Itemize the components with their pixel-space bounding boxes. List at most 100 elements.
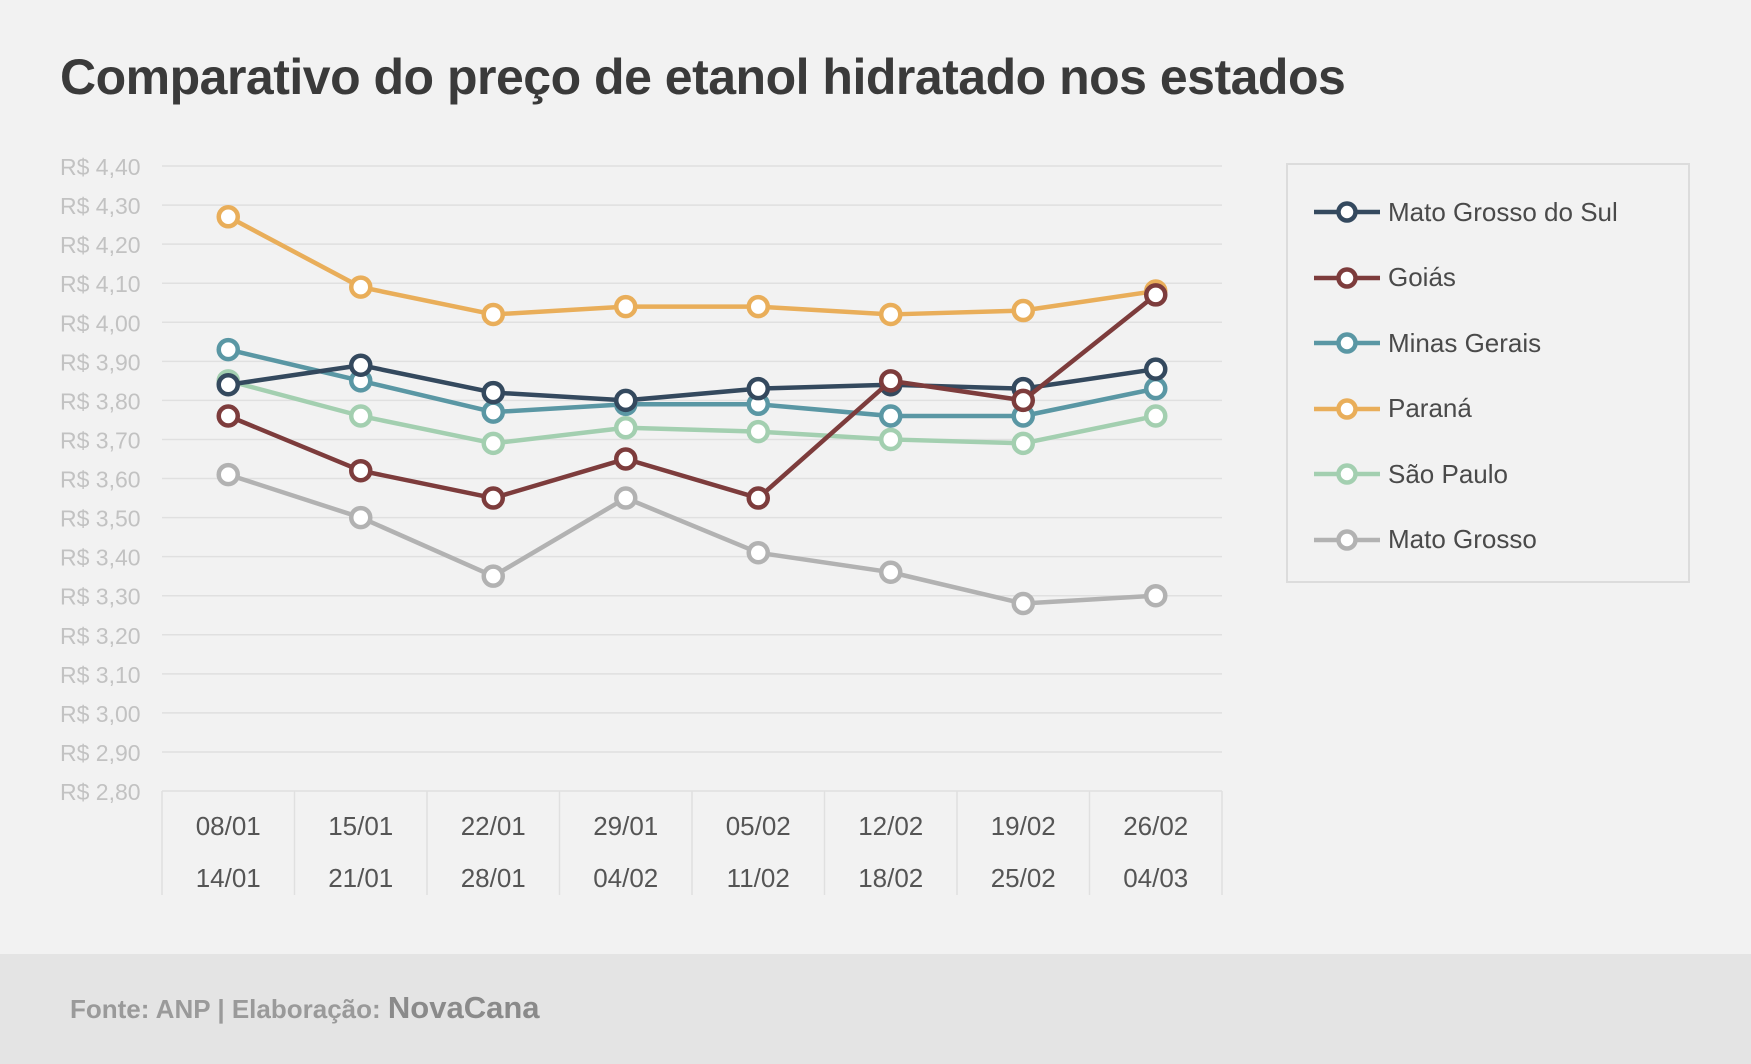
data-point-marker: [1011, 388, 1035, 413]
y-tick-label: R$ 3,10: [60, 662, 141, 688]
series-sao-paulo: [216, 369, 1168, 456]
x-tick-label: 14/01: [196, 863, 261, 893]
legend-label: São Paulo: [1388, 458, 1508, 489]
legend-item: Goiás: [1312, 258, 1682, 298]
data-point-marker: [349, 458, 373, 483]
data-point-marker: [879, 302, 903, 327]
legend-label: Minas Gerais: [1388, 327, 1542, 358]
series-line: [227, 472, 1156, 606]
data-point-marker: [1144, 404, 1168, 428]
data-point-marker: [614, 486, 638, 510]
x-tick-label: 04/02: [593, 863, 658, 893]
data-point-marker: [481, 564, 505, 588]
y-tick-label: R$ 2,90: [60, 740, 141, 766]
data-point-marker: [614, 294, 638, 319]
grid-lines: [162, 165, 1222, 792]
data-point-marker: [879, 427, 903, 452]
line-chart: R$ 4,40 R$ 4,30 R$ 4,20 R$ 4,10 R$ 4,00 R$ 3,…: [60, 154, 1223, 895]
series-line: [227, 378, 1157, 446]
data-point-marker: [349, 353, 373, 377]
legend-swatch: [1314, 463, 1380, 485]
legend-swatch: [1314, 332, 1380, 354]
data-point-marker: [481, 400, 505, 424]
legend-swatch: [1314, 266, 1380, 289]
y-tick-label: R$ 3,80: [60, 388, 141, 414]
x-tick-label: 22/01: [461, 811, 526, 841]
data-point-marker: [1011, 298, 1035, 323]
y-tick-label: R$ 2,80: [60, 779, 141, 805]
y-tick-label: R$ 4,20: [60, 232, 141, 258]
series-goias: [216, 283, 1168, 510]
legend-label: Mato Grosso do Sul: [1388, 196, 1618, 227]
series-line: [227, 347, 1157, 419]
y-tick-label: R$ 3,20: [60, 623, 141, 649]
series-mato-grosso: [216, 462, 1168, 616]
x-tick-label: 28/01: [461, 863, 526, 893]
series-lines: [216, 205, 1168, 616]
data-point-marker: [349, 505, 373, 530]
data-point-marker: [746, 294, 770, 319]
x-tick-label: 25/02: [991, 863, 1056, 893]
y-tick-label: R$ 4,00: [60, 310, 141, 336]
data-point-marker: [216, 373, 240, 397]
data-point-marker: [879, 369, 903, 393]
legend-label: Goiás: [1388, 262, 1456, 292]
y-tick-label: R$ 4,30: [60, 193, 141, 219]
y-tick-label: R$ 3,70: [60, 427, 141, 453]
data-point-marker: [614, 447, 638, 471]
data-point-marker: [1011, 431, 1035, 456]
x-tick-label: 05/02: [726, 811, 791, 841]
legend-label: Paraná: [1388, 393, 1472, 423]
data-point-marker: [216, 404, 240, 428]
legend-label: Mato Grosso: [1388, 524, 1537, 554]
x-tick-label: 21/01: [328, 863, 393, 893]
y-tick-label: R$ 4,10: [60, 271, 141, 297]
legend-item: Minas Gerais: [1312, 323, 1682, 363]
chart-title: Comparativo do preço de etanol hidratado…: [60, 49, 1346, 105]
legend-item: Paraná: [1312, 389, 1682, 429]
data-point-marker: [1011, 591, 1035, 616]
data-point-marker: [481, 486, 505, 510]
source-text: Fonte: ANP | Elaboração:: [70, 994, 381, 1024]
x-axis-categories: 08/01 14/01 15/01 21/01 22/01 28/01 29/01 04/02…: [161, 791, 1223, 895]
y-axis-tick-labels: R$ 4,40 R$ 4,30 R$ 4,20 R$ 4,10 R$ 4,00 R$ 3,…: [60, 154, 141, 805]
legend-swatch: [1314, 201, 1380, 223]
y-tick-label: R$ 3,00: [60, 701, 141, 727]
y-tick-label: R$ 3,50: [60, 506, 141, 532]
x-tick-label: 11/02: [727, 863, 790, 893]
x-tick-label: 04/03: [1123, 863, 1188, 893]
x-tick-label: 08/01: [196, 811, 261, 841]
data-point-marker: [614, 415, 638, 440]
data-point-marker: [216, 462, 240, 487]
data-point-marker: [879, 560, 903, 584]
data-point-marker: [216, 337, 240, 362]
data-point-marker: [481, 380, 505, 405]
series-line: [227, 214, 1157, 317]
y-tick-label: R$ 3,60: [60, 467, 141, 493]
data-point-marker: [481, 302, 505, 327]
x-tick-label: 15/01: [328, 811, 393, 841]
y-tick-label: R$ 4,40: [60, 154, 141, 180]
data-point-marker: [349, 275, 373, 299]
x-tick-label: 18/02: [858, 863, 923, 893]
source-credit: Fonte: ANP | Elaboração: NovaCana: [70, 990, 540, 1026]
data-point-marker: [349, 404, 373, 428]
data-point-marker: [1144, 283, 1168, 307]
data-point-marker: [746, 419, 770, 444]
series-line: [227, 293, 1158, 501]
legend-item: Mato Grosso: [1312, 520, 1682, 560]
footer: Fonte: ANP | Elaboração: NovaCana: [0, 954, 1751, 1064]
data-point-marker: [1144, 583, 1168, 608]
legend-swatch: [1314, 397, 1380, 420]
data-point-marker: [879, 404, 903, 428]
series-line: [227, 362, 1157, 403]
data-point-marker: [746, 540, 770, 565]
y-tick-label: R$ 3,30: [60, 584, 141, 610]
data-point-marker: [746, 376, 770, 401]
legend-item: São Paulo: [1312, 454, 1682, 494]
x-tick-label: 26/02: [1123, 811, 1188, 841]
series-parana: [216, 205, 1168, 327]
data-point-marker: [216, 205, 240, 229]
data-point-marker: [746, 486, 770, 510]
data-point-marker: [614, 388, 638, 413]
